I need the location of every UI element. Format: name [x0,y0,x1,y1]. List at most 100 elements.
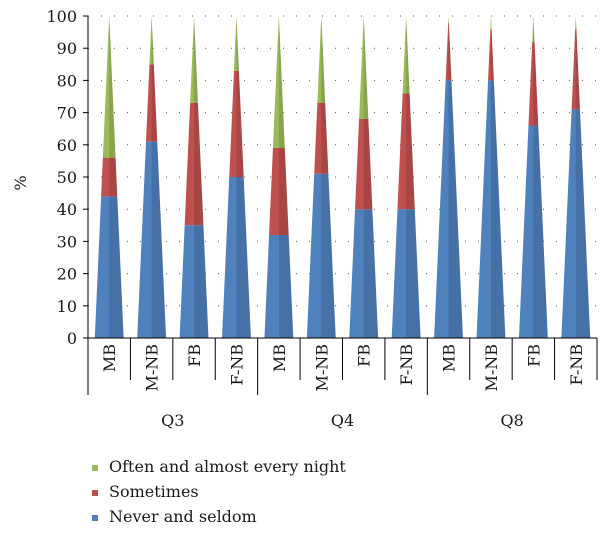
bar-segment [575,16,577,29]
category-label: M-NB [312,344,331,392]
bar-segment [146,64,158,142]
bar-segment [137,141,167,338]
bar-segment-shade [448,22,452,81]
bar-segment-shade [533,125,548,338]
y-tick-label: 10 [57,297,77,316]
bar-segment-shade [448,80,463,339]
category-label: MB [100,344,119,372]
bar-segment [317,16,326,103]
bar-segment [532,16,535,42]
y-tick-label: 20 [57,265,77,284]
bar-segment-shade [236,177,251,338]
y-tick-label: 60 [57,136,77,155]
bar-segment [571,28,580,110]
bar-segment [190,16,198,103]
bar-segment-shade [278,234,294,338]
bar-segment-shade [575,16,577,29]
bar-segment [561,109,591,338]
y-tick-label: 0 [67,329,77,348]
bar-segment [179,225,209,338]
bar-segment [349,209,379,338]
bar-segment-shade [278,148,289,235]
bar-segment-shade [194,16,198,103]
axes [83,15,598,395]
y-tick-label: 30 [57,232,77,251]
bar-segment-shade [490,16,492,29]
bar-segment [264,234,294,338]
bar-segment-shade [321,16,326,103]
bar-segment [359,16,369,120]
y-tick-label: 90 [57,39,77,58]
bar-segment [94,196,124,338]
bar-segment [488,28,494,81]
y-tick-labels: 0 10 20 30 40 50 60 70 80 90 100 [46,7,77,348]
bar-segment [355,119,373,210]
legend-swatch [92,515,98,521]
bar-segment [434,80,463,339]
bar-segment [476,80,506,339]
bar-segment-shade [363,209,379,338]
category-label: M-NB [482,344,501,392]
bar-segment [445,22,452,81]
bar-segment-shade [278,16,285,149]
y-tick-label: 70 [57,104,77,123]
bar-segment-shade [194,102,204,226]
bar-segment-shade [151,64,158,142]
group-label: Q4 [331,411,354,430]
category-label: MB [440,344,459,372]
legend-label: Never and seldom [109,507,257,526]
bar-segment [234,16,239,71]
bar-segment-shade [575,28,580,110]
bar-segment [222,177,251,338]
legend-swatch [92,490,98,496]
bar-segment-shade [406,16,410,94]
bar-segment [102,16,116,158]
category-label: FB [185,344,204,367]
bar-segment-shade [575,109,591,338]
bar-segment [269,148,289,235]
bar-segment-shade [151,16,154,65]
legend-label: Often and almost every night [109,457,346,476]
bar-segment-shade [490,28,494,81]
bar-segment-shade [194,225,209,338]
bar-segment-shade [151,141,167,338]
y-tick-label: 40 [57,200,77,219]
bar-segment-shade [321,173,336,338]
bar-segment [229,70,244,177]
bar-segment [402,16,410,94]
bar-segment-shade [490,80,506,339]
category-label: FB [355,344,374,367]
category-label: M-NB [143,344,162,392]
bar-segment-shade [109,16,116,158]
bar-segment-shade [406,209,421,338]
category-label: MB [270,344,289,372]
y-tick-label: 100 [46,7,77,26]
legend-swatch [92,465,98,471]
bar-segment [306,173,336,338]
bar-segment-shade [109,157,118,197]
bar-segment-shade [406,93,415,210]
bar-segment [528,41,539,126]
bar-segment-shade [363,16,369,120]
bar-segment [391,209,421,338]
legend-label: Sometimes [109,482,199,501]
bars [94,16,591,339]
bar-segment [101,157,118,197]
bar-segment-shade [363,119,373,210]
group-label: Q8 [501,411,524,430]
group-label: Q3 [161,411,184,430]
bar-segment-shade [533,16,535,42]
y-tick-label: 80 [57,71,77,90]
bar-segment [490,16,492,29]
bar-segment [314,102,329,174]
category-labels: MB M-NB FB F-NB MB M-NB FB F-NB MB M-NB FB F-NB [100,344,586,392]
group-labels: Q3 Q4 Q8 [161,411,524,430]
bar-segment-shade [236,16,239,71]
grid [88,15,597,307]
bar-segment [184,102,204,226]
bar-segment-shade [533,41,539,126]
bar-segment [272,16,285,149]
bar-segment [448,16,449,23]
category-label: FB [524,344,543,367]
